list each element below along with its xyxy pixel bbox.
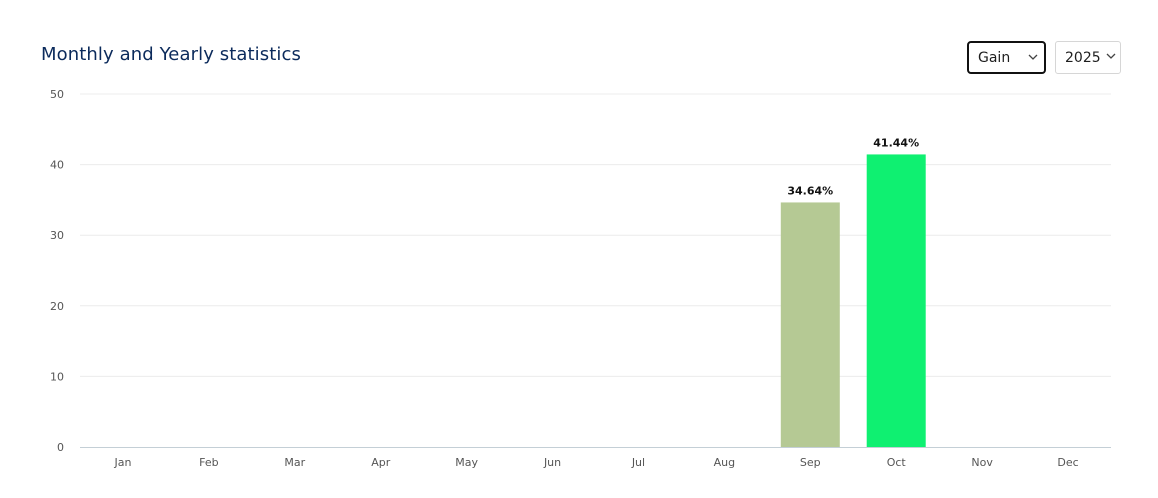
y-tick-label: 0 (57, 441, 64, 454)
x-tick-label: Aug (714, 456, 735, 469)
x-tick-label: Jan (113, 456, 131, 469)
chart-title: Monthly and Yearly statistics (41, 44, 301, 65)
x-tick-label: Dec (1057, 456, 1078, 469)
year-select-value: 2025 (1065, 49, 1101, 66)
y-tick-label: 50 (50, 88, 64, 101)
chevron-down-icon (1028, 54, 1038, 60)
metric-select[interactable]: Gain (967, 41, 1046, 74)
y-tick-label: 20 (50, 300, 64, 313)
y-tick-label: 10 (50, 370, 64, 383)
x-tick-label: Feb (199, 456, 218, 469)
data-label: 41.44% (873, 136, 919, 149)
year-select[interactable]: 2025 (1055, 41, 1121, 74)
x-tick-label: May (455, 456, 478, 469)
chevron-down-icon (1106, 53, 1116, 59)
bar-oct (866, 154, 926, 447)
x-tick-label: Nov (971, 456, 993, 469)
metric-select-value: Gain (978, 49, 1011, 66)
x-tick-label: Oct (887, 456, 907, 469)
y-tick-label: 40 (50, 159, 64, 172)
x-tick-label: Mar (284, 456, 305, 469)
x-tick-label: Jun (543, 456, 561, 469)
x-tick-label: Sep (800, 456, 821, 469)
x-tick-label: Apr (371, 456, 391, 469)
y-tick-label: 30 (50, 229, 64, 242)
bar-sep (780, 202, 840, 447)
data-label: 34.64% (787, 184, 833, 197)
x-tick-label: Jul (631, 456, 645, 469)
